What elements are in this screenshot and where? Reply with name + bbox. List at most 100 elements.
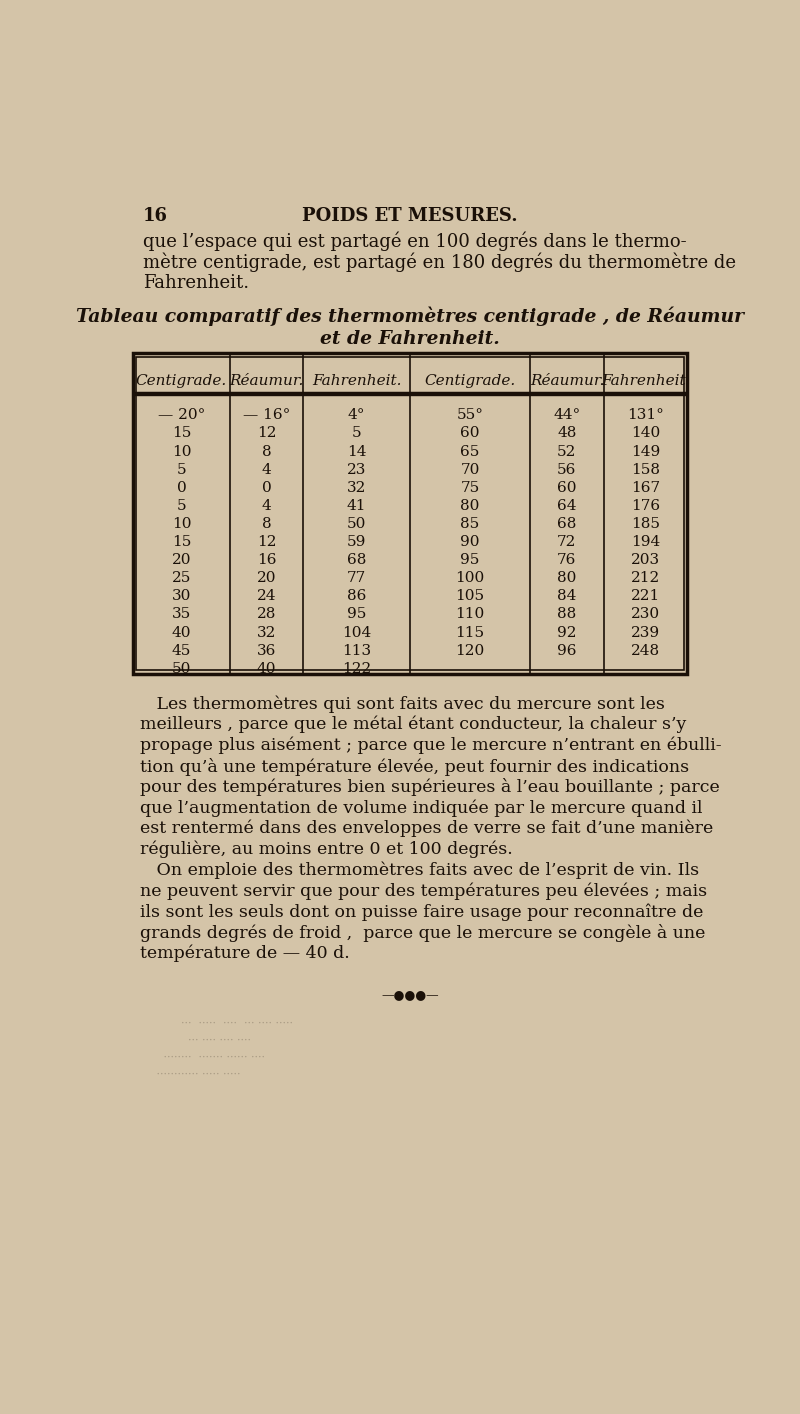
Text: 5: 5 <box>177 499 186 513</box>
Text: 80: 80 <box>460 499 480 513</box>
Text: Fahrenheit.: Fahrenheit. <box>601 373 690 387</box>
Text: 36: 36 <box>257 643 276 658</box>
Text: 56: 56 <box>558 462 577 477</box>
Text: 158: 158 <box>631 462 660 477</box>
Text: POIDS ET MESURES.: POIDS ET MESURES. <box>302 206 518 225</box>
Text: 85: 85 <box>461 518 480 530</box>
Text: 96: 96 <box>557 643 577 658</box>
Text: 60: 60 <box>460 427 480 441</box>
Text: 68: 68 <box>558 518 577 530</box>
Text: grands degrés de froid ,  parce que le mercure se congèle à une: grands degrés de froid , parce que le me… <box>140 923 706 942</box>
Text: 176: 176 <box>631 499 660 513</box>
Text: 16: 16 <box>257 553 276 567</box>
Text: 115: 115 <box>455 625 485 639</box>
Text: 167: 167 <box>631 481 660 495</box>
Text: 44°: 44° <box>554 409 581 423</box>
Text: 131°: 131° <box>627 409 664 423</box>
Text: 60: 60 <box>557 481 577 495</box>
Text: Réaumur.: Réaumur. <box>230 373 304 387</box>
Text: 140: 140 <box>631 427 660 441</box>
Text: 95: 95 <box>347 608 366 621</box>
Text: pour des températures bien supérieures à l’eau bouillante ; parce: pour des températures bien supérieures à… <box>140 778 720 796</box>
Text: régulière, au moins entre 0 et 100 degrés.: régulière, au moins entre 0 et 100 degré… <box>140 841 513 858</box>
Text: Fahrenheit.: Fahrenheit. <box>312 373 402 387</box>
Text: 203: 203 <box>631 553 660 567</box>
Text: Centigrade.: Centigrade. <box>136 373 227 387</box>
Text: 68: 68 <box>347 553 366 567</box>
Text: 12: 12 <box>257 534 276 549</box>
Text: 28: 28 <box>257 608 276 621</box>
Text: 25: 25 <box>172 571 191 585</box>
Text: Centigrade.: Centigrade. <box>425 373 516 387</box>
Text: — 20°: — 20° <box>158 409 205 423</box>
Text: est rentermé dans des enveloppes de verre se fait d’une manière: est rentermé dans des enveloppes de verr… <box>140 820 714 837</box>
Text: 30: 30 <box>172 590 191 604</box>
Text: 105: 105 <box>455 590 485 604</box>
Text: 77: 77 <box>347 571 366 585</box>
Text: ········  ······· ······ ····: ········ ······· ······ ···· <box>138 1053 265 1063</box>
Text: 75: 75 <box>461 481 480 495</box>
Text: Tableau comparatif des thermomètres centigrade , de Réaumur: Tableau comparatif des thermomètres cent… <box>76 307 744 327</box>
Text: 40: 40 <box>257 662 276 676</box>
Text: 149: 149 <box>631 444 660 458</box>
Text: 15: 15 <box>172 534 191 549</box>
Text: 41: 41 <box>346 499 366 513</box>
Text: 8: 8 <box>262 518 271 530</box>
Text: 185: 185 <box>631 518 660 530</box>
Text: 35: 35 <box>172 608 191 621</box>
Text: 104: 104 <box>342 625 371 639</box>
Text: 86: 86 <box>347 590 366 604</box>
Text: 16: 16 <box>142 206 168 225</box>
Text: 84: 84 <box>558 590 577 604</box>
Text: 90: 90 <box>460 534 480 549</box>
Text: 15: 15 <box>172 427 191 441</box>
Text: 122: 122 <box>342 662 371 676</box>
Text: Fahrenheit.: Fahrenheit. <box>142 274 249 293</box>
Text: 20: 20 <box>172 553 191 567</box>
Text: 0: 0 <box>177 481 186 495</box>
Text: 95: 95 <box>460 553 480 567</box>
Text: 64: 64 <box>557 499 577 513</box>
Text: tion qu’à une température élevée, peut fournir des indications: tion qu’à une température élevée, peut f… <box>140 758 690 775</box>
Text: 110: 110 <box>455 608 485 621</box>
Text: 113: 113 <box>342 643 371 658</box>
Text: On emploie des thermomètres faits avec de l’esprit de vin. Ils: On emploie des thermomètres faits avec d… <box>140 861 699 880</box>
Text: — 16°: — 16° <box>243 409 290 423</box>
Bar <box>133 354 687 673</box>
Text: —●●●—: —●●●— <box>381 988 439 1001</box>
Text: 4: 4 <box>262 499 271 513</box>
Text: 14: 14 <box>346 444 366 458</box>
Text: ne peuvent servir que pour des températures peu élevées ; mais: ne peuvent servir que pour des températu… <box>140 882 707 899</box>
Text: 20: 20 <box>257 571 276 585</box>
Text: 72: 72 <box>558 534 577 549</box>
Text: ils sont les seuls dont on puisse faire usage pour reconnaître de: ils sont les seuls dont on puisse faire … <box>140 904 704 921</box>
Text: 100: 100 <box>455 571 485 585</box>
Text: que l’espace qui est partagé en 100 degrés dans le thermo-: que l’espace qui est partagé en 100 degr… <box>142 232 686 250</box>
Text: 10: 10 <box>172 444 191 458</box>
Text: 55°: 55° <box>457 409 483 423</box>
Text: 221: 221 <box>631 590 660 604</box>
Text: 32: 32 <box>347 481 366 495</box>
Text: 80: 80 <box>558 571 577 585</box>
Text: ··· ···· ···· ····: ··· ···· ···· ···· <box>138 1036 250 1046</box>
Text: 92: 92 <box>557 625 577 639</box>
Text: 4°: 4° <box>348 409 366 423</box>
Text: 0: 0 <box>262 481 271 495</box>
Text: 45: 45 <box>172 643 191 658</box>
Text: 248: 248 <box>631 643 660 658</box>
Text: mètre centigrade, est partagé en 180 degrés du thermomètre de: mètre centigrade, est partagé en 180 deg… <box>142 253 736 273</box>
Text: 23: 23 <box>347 462 366 477</box>
Text: 212: 212 <box>631 571 660 585</box>
Text: 59: 59 <box>347 534 366 549</box>
Text: 65: 65 <box>460 444 480 458</box>
Text: 40: 40 <box>172 625 191 639</box>
Text: 5: 5 <box>352 427 362 441</box>
Text: 120: 120 <box>455 643 485 658</box>
Text: 50: 50 <box>172 662 191 676</box>
Text: 194: 194 <box>631 534 660 549</box>
Text: 10: 10 <box>172 518 191 530</box>
Text: meilleurs , parce que le métal étant conducteur, la chaleur s’y: meilleurs , parce que le métal étant con… <box>140 715 686 734</box>
Bar <box>137 356 683 670</box>
Text: 32: 32 <box>257 625 276 639</box>
Text: et de Fahrenheit.: et de Fahrenheit. <box>320 329 500 348</box>
